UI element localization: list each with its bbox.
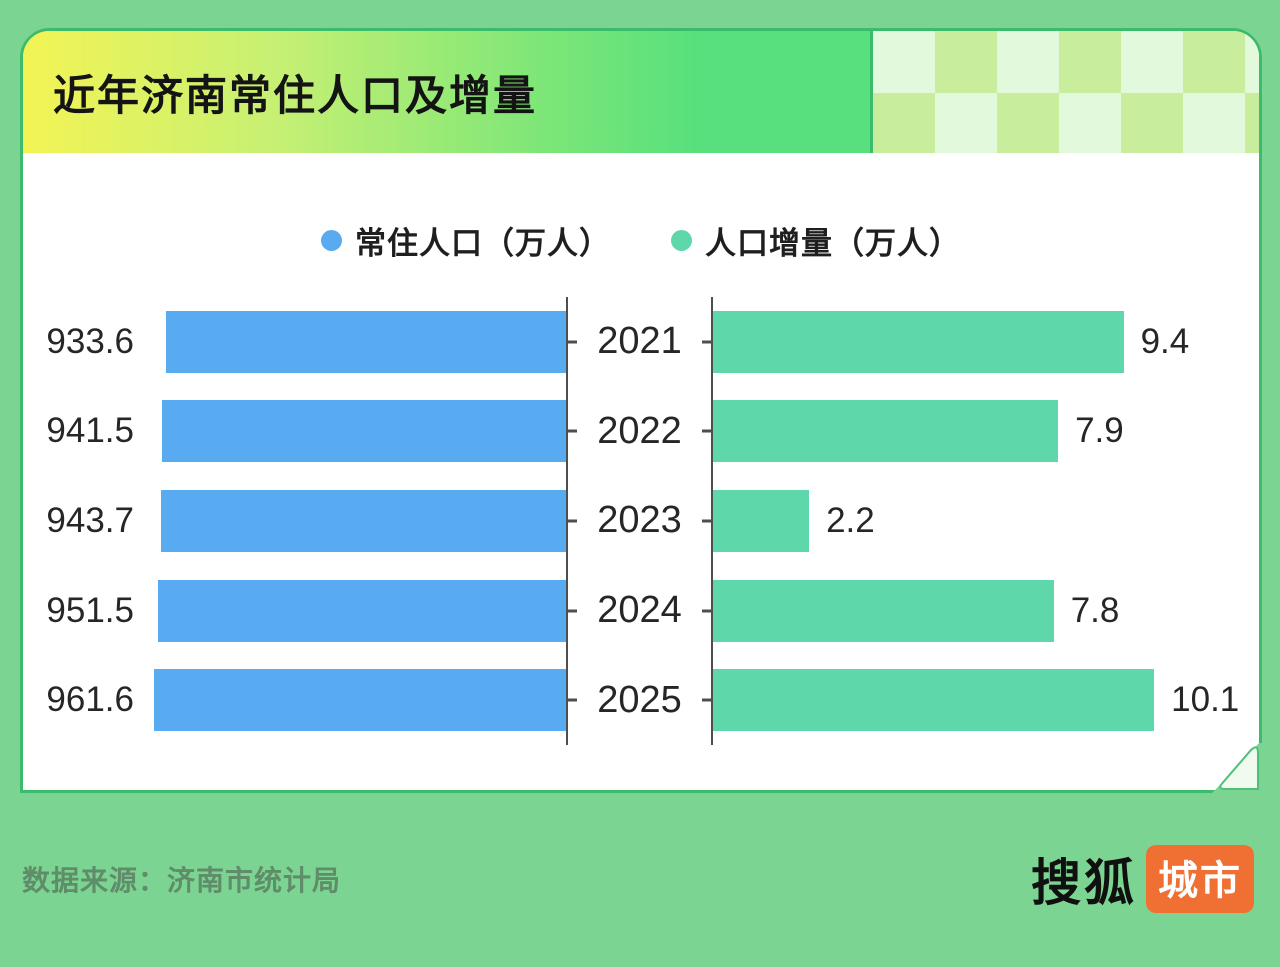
- bar-row: 7.8: [713, 566, 1259, 656]
- population-bar: [153, 669, 566, 732]
- population-value-label: 943.7: [46, 500, 134, 540]
- increment-bar: [713, 310, 1124, 373]
- population-value-label: 951.5: [46, 590, 134, 630]
- page-curl-decoration: [1212, 743, 1262, 793]
- chart-card: 近年济南常住人口及增量 常住人口（万人） 人口增量（万人） 933.6 941.5…: [20, 28, 1262, 793]
- bar-row: 2.2: [713, 476, 1259, 566]
- legend-label: 人口增量（万人）: [705, 225, 961, 261]
- legend-item-population: 常住人口（万人）: [321, 218, 611, 263]
- bar-row: 9.4: [713, 297, 1259, 387]
- population-bar: [162, 400, 566, 463]
- card-header: 近年济南常住人口及增量: [23, 31, 1259, 153]
- bar-row: [150, 476, 566, 566]
- population-value-label: 933.6: [46, 321, 134, 361]
- bar-row: 7.9: [713, 387, 1259, 477]
- sohu-city-logo: 搜狐 城市: [1031, 843, 1254, 915]
- increment-value-label: 9.4: [1140, 321, 1190, 361]
- legend-dot-blue-icon: [321, 229, 342, 251]
- year-label: 2024: [568, 566, 711, 656]
- year-label: 2025: [568, 655, 711, 745]
- population-bar: [165, 310, 566, 373]
- bar-row: [150, 655, 566, 745]
- footer: 数据来源：济南市统计局 搜狐 城市: [0, 843, 1280, 915]
- population-bar: [161, 489, 566, 552]
- increment-bar: [713, 489, 810, 552]
- checkerboard-decoration: [870, 31, 1259, 153]
- increment-value-label: 2.2: [826, 500, 875, 540]
- increment-value-label: 7.9: [1075, 411, 1124, 451]
- city-logo-badge: 城市: [1146, 845, 1254, 913]
- population-value-labels: 933.6 941.5 943.7 951.5 961.6: [23, 297, 150, 745]
- increment-bars-panel: 9.4 7.9 2.2 7.8 10.1: [711, 297, 1259, 745]
- header-title-area: 近年济南常住人口及增量: [23, 31, 870, 153]
- sohu-logo-text: 搜狐: [1031, 855, 1137, 911]
- legend-dot-green-icon: [671, 229, 692, 251]
- population-value-label: 961.6: [46, 680, 134, 720]
- bar-row: [150, 387, 566, 477]
- year-axis: 2021 2022 2023 2024 2025: [568, 297, 711, 745]
- year-label: 2021: [568, 297, 711, 387]
- population-bars-panel: [150, 297, 568, 745]
- increment-value-label: 10.1: [1171, 680, 1240, 720]
- data-source-text: 数据来源：济南市统计局: [22, 865, 342, 896]
- year-label: 2023: [568, 476, 711, 566]
- legend-label: 常住人口（万人）: [355, 225, 611, 261]
- population-value-label: 941.5: [46, 411, 134, 451]
- bar-row: [150, 297, 566, 387]
- page-title: 近年济南常住人口及增量: [53, 71, 538, 119]
- legend-item-increment: 人口增量（万人）: [671, 218, 961, 263]
- chart-legend: 常住人口（万人） 人口增量（万人）: [23, 219, 1259, 261]
- year-label: 2022: [568, 387, 711, 477]
- bar-row: 10.1: [713, 655, 1259, 745]
- increment-bar: [713, 669, 1155, 732]
- population-bar: [157, 579, 566, 642]
- chart-area: 常住人口（万人） 人口增量（万人） 933.6 941.5 943.7 951.5 96…: [23, 219, 1259, 745]
- increment-bar: [713, 579, 1054, 642]
- increment-value-label: 7.8: [1070, 590, 1120, 630]
- bar-row: [150, 566, 566, 656]
- increment-bar: [713, 400, 1059, 463]
- mirrored-bar-chart: 933.6 941.5 943.7 951.5 961.6 2021 2022 2023 20…: [23, 297, 1259, 745]
